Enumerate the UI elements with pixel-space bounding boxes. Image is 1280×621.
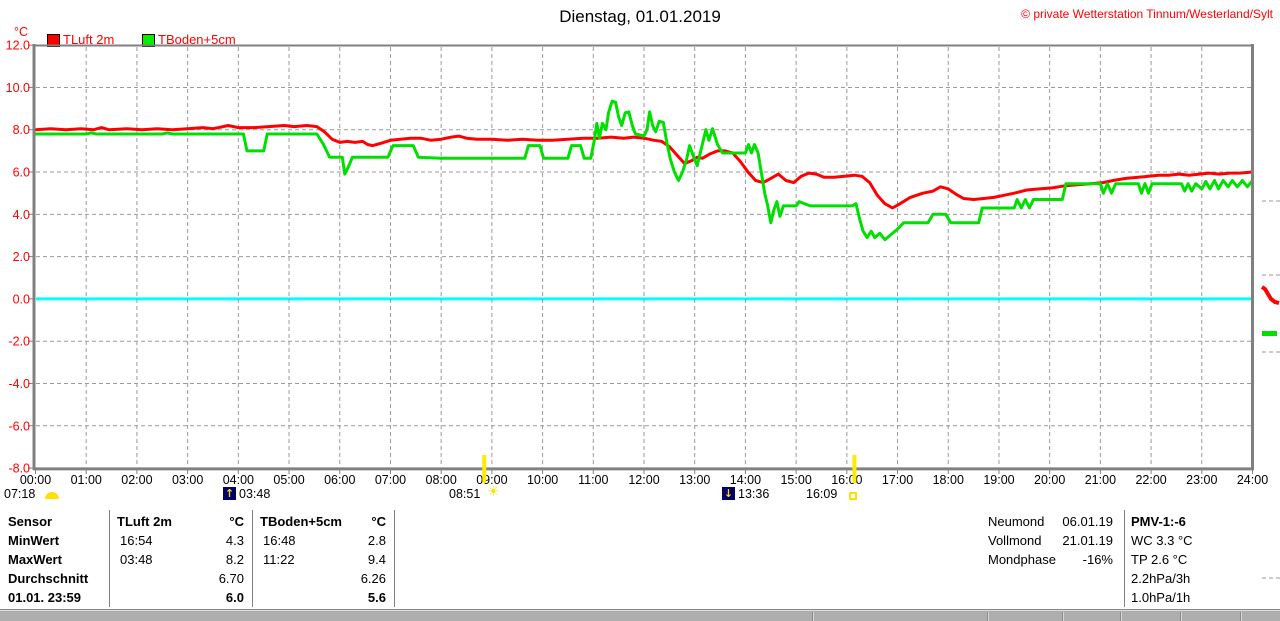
windchill-value: WC 3.3 °C <box>1131 533 1193 548</box>
sunrise-sun-icon: ☀ <box>487 484 500 500</box>
pressure-1h-value: 1.0hPa/1h <box>1131 590 1191 605</box>
newmoon-label: Neumond <box>988 514 1045 529</box>
status-bar-divider <box>987 612 989 621</box>
svg-text:10.0: 10.0 <box>6 81 30 95</box>
stats-header-tboden: TBoden+5cm <box>260 514 342 529</box>
dawn-sun-icon <box>45 492 59 499</box>
svg-text:0.0: 0.0 <box>13 292 30 306</box>
legend-label-tluft: TLuft 2m <box>63 32 115 47</box>
moonset-icon: ↓ <box>722 487 735 500</box>
stats-avg-label: Durchschnitt <box>8 571 89 586</box>
moonrise-time-label: 03:48 <box>239 487 271 501</box>
svg-text:20:00: 20:00 <box>1034 473 1065 487</box>
svg-text:10:00: 10:00 <box>527 473 558 487</box>
stats-avg-tboden-value: 6.26 <box>360 571 386 586</box>
chart-title: Dienstag, 01.01.2019 <box>559 7 721 26</box>
svg-text:-8.0: -8.0 <box>8 462 30 476</box>
moonphase-value: -16% <box>1082 552 1113 567</box>
svg-text:06:00: 06:00 <box>324 473 355 487</box>
stats-header-tluft-unit: °C <box>229 514 244 529</box>
svg-text:03:00: 03:00 <box>172 473 203 487</box>
svg-text:18:00: 18:00 <box>933 473 964 487</box>
status-bar-divider <box>1240 612 1242 621</box>
svg-text:11:00: 11:00 <box>578 473 608 487</box>
stats-max-tluft-value: 8.2 <box>225 552 244 567</box>
svg-text:16:00: 16:00 <box>831 473 862 487</box>
stats-header-sensor: Sensor <box>8 514 53 529</box>
svg-text:22:00: 22:00 <box>1135 473 1166 487</box>
moonrise-icon: ↑ <box>223 487 236 500</box>
y-axis-unit-label: °C <box>14 25 29 39</box>
svg-text:02:00: 02:00 <box>121 473 152 487</box>
moonset-time-label: 13:36 <box>738 487 770 501</box>
svg-text:00:00: 00:00 <box>20 473 51 487</box>
svg-text:4.0: 4.0 <box>13 208 30 222</box>
sunrise-time-label: 08:51 <box>449 487 481 501</box>
newmoon-date: 06.01.19 <box>1062 514 1113 529</box>
pressure-3h-value: 2.2hPa/3h <box>1131 571 1191 586</box>
stats-min-tluft-value: 4.3 <box>225 533 244 548</box>
svg-text:-6.0: -6.0 <box>8 419 30 433</box>
svg-text:17:00: 17:00 <box>882 473 913 487</box>
stats-max-tboden-time: 11:22 <box>263 552 295 567</box>
svg-text:15:00: 15:00 <box>780 473 811 487</box>
status-bar-divider <box>812 612 814 621</box>
svg-text:21:00: 21:00 <box>1085 473 1116 487</box>
svg-text:8.0: 8.0 <box>13 123 30 137</box>
stats-min-tboden-time: 16:48 <box>263 533 296 548</box>
table-divider <box>394 510 395 607</box>
svg-text:01:00: 01:00 <box>71 473 102 487</box>
svg-text:07:00: 07:00 <box>375 473 406 487</box>
stats-max-label: MaxWert <box>8 552 62 567</box>
stats-avg-tluft-value: 6.70 <box>218 571 244 586</box>
stats-header-tluft: TLuft 2m <box>117 514 172 529</box>
stats-min-tboden-value: 2.8 <box>367 533 386 548</box>
svg-text:2.0: 2.0 <box>13 250 30 264</box>
fullmoon-label: Vollmond <box>988 533 1042 548</box>
dewpoint-value: TP 2.6 °C <box>1131 552 1188 567</box>
svg-text:-4.0: -4.0 <box>8 377 30 391</box>
moonphase-label: Mondphase <box>988 552 1056 567</box>
stats-min-label: MinWert <box>8 533 60 548</box>
copyright-notice: © private Wetterstation Tinnum/Westerlan… <box>1021 7 1273 21</box>
sunset-sun-icon <box>849 492 857 500</box>
svg-text:05:00: 05:00 <box>273 473 304 487</box>
stats-header-tboden-unit: °C <box>371 514 386 529</box>
status-bar-divider <box>1062 612 1064 621</box>
svg-text:08:00: 08:00 <box>426 473 457 487</box>
svg-text:12:00: 12:00 <box>628 473 659 487</box>
svg-text:14:00: 14:00 <box>730 473 761 487</box>
fullmoon-date: 21.01.19 <box>1062 533 1113 548</box>
legend-label-tboden: TBoden+5cm <box>158 32 236 47</box>
table-divider <box>109 510 110 607</box>
status-bar-divider <box>1120 612 1122 621</box>
svg-text:19:00: 19:00 <box>983 473 1014 487</box>
svg-text:13:00: 13:00 <box>679 473 710 487</box>
svg-text:12.0: 12.0 <box>6 39 30 53</box>
svg-text:6.0: 6.0 <box>13 166 30 180</box>
table-divider <box>252 510 253 607</box>
svg-text:24:00: 24:00 <box>1237 473 1268 487</box>
dawn-time-label: 07:18 <box>4 487 36 501</box>
status-bar <box>0 609 1280 621</box>
svg-text:04:00: 04:00 <box>223 473 254 487</box>
table-divider <box>1124 510 1125 607</box>
stats-last-label: 01.01. 23:59 <box>8 590 82 605</box>
status-bar-divider <box>1180 612 1182 621</box>
stats-last-tluft-value: 6.0 <box>225 590 244 605</box>
stats-min-tluft-time: 16:54 <box>120 533 153 548</box>
stats-last-tboden-value: 5.6 <box>367 590 386 605</box>
svg-text:23:00: 23:00 <box>1186 473 1217 487</box>
svg-text:-2.0: -2.0 <box>8 335 30 349</box>
sunset-time-label: 16:09 <box>806 487 838 501</box>
pmv-value: PMV-1:-6 <box>1131 514 1186 529</box>
stats-max-tboden-value: 9.4 <box>367 552 386 567</box>
stats-max-tluft-time: 03:48 <box>120 552 153 567</box>
